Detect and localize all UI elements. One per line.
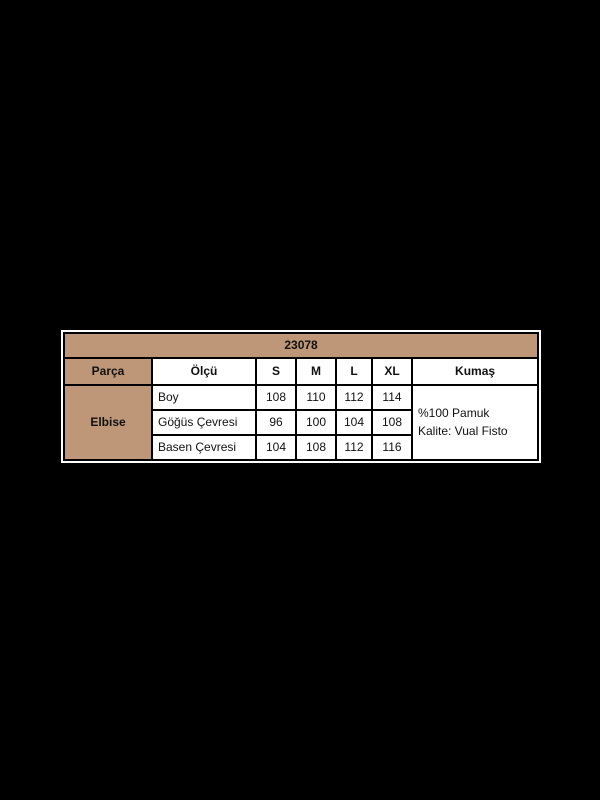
col-header-size-l: L [335, 357, 373, 386]
col-header-part: Parça [63, 357, 153, 386]
value-basen-l: 112 [335, 434, 373, 461]
size-chart-table: 23078 Parça Ölçü S M L XL Kumaş Elbise B… [62, 332, 540, 461]
value-gogus-m: 100 [295, 409, 337, 436]
header-row: Parça Ölçü S M L XL Kumaş [63, 357, 540, 386]
value-boy-l: 112 [335, 384, 373, 411]
measure-label: Basen Çevresi [151, 434, 257, 461]
size-chart: 23078 Parça Ölçü S M L XL Kumaş Elbise B… [61, 330, 542, 463]
table-row-basen: Basen Çevresi 104 108 112 116 [64, 434, 538, 461]
col-header-size-m: M [295, 357, 337, 386]
value-boy-m: 110 [295, 384, 337, 411]
col-header-size-s: S [255, 357, 297, 386]
col-header-size-xl: XL [371, 357, 413, 386]
table-row-gogus: Göğüs Çevresi 96 100 104 108 [64, 409, 538, 436]
value-gogus-xl: 108 [371, 409, 413, 436]
value-boy-s: 108 [255, 384, 297, 411]
value-gogus-l: 104 [335, 409, 373, 436]
part-label: Elbise [63, 384, 153, 461]
fabric-info: %100 Pamuk Kalite: Vual Fisto [410, 384, 540, 461]
col-header-measure: Ölçü [151, 357, 257, 386]
fabric-line-1: %100 Pamuk [418, 405, 490, 420]
product-code: 23078 [62, 332, 540, 359]
value-basen-s: 104 [255, 434, 297, 461]
measure-label: Boy [151, 384, 257, 411]
value-boy-xl: 114 [371, 384, 413, 411]
measure-label: Göğüs Çevresi [151, 409, 257, 436]
value-gogus-s: 96 [255, 409, 297, 436]
value-basen-m: 108 [295, 434, 337, 461]
fabric-line-2: Kalite: Vual Fisto [418, 424, 508, 438]
product-code-row: 23078 [62, 332, 540, 359]
value-basen-xl: 116 [371, 434, 413, 461]
col-header-fabric: Kumaş [410, 357, 540, 386]
table-row-boy: Elbise Boy 108 110 112 114 %100 Pamuk Ka… [63, 384, 540, 461]
